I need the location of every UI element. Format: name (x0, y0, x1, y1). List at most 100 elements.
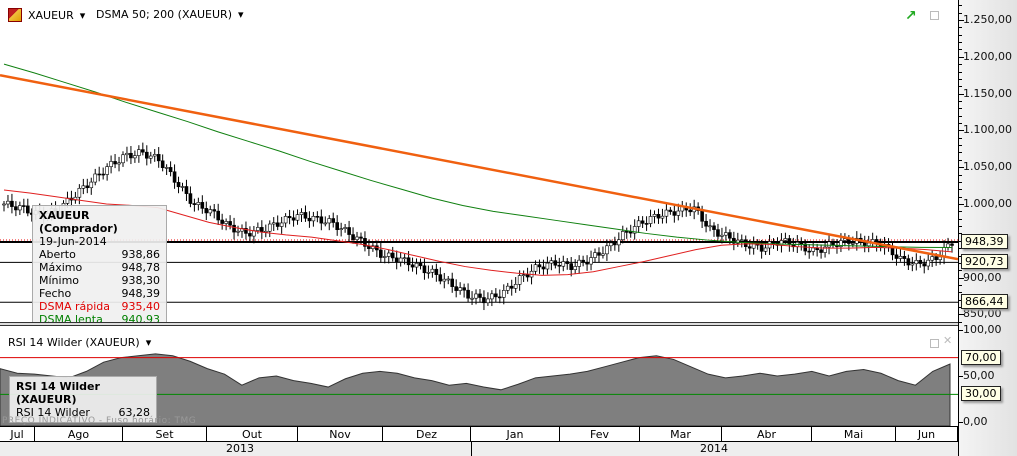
candle (220, 219, 224, 224)
candle (113, 161, 117, 165)
candle (275, 222, 280, 227)
candle (525, 274, 530, 278)
close-icon[interactable]: ✕ (943, 334, 953, 347)
candle (101, 173, 105, 176)
candle (14, 206, 18, 211)
candle (137, 149, 141, 156)
candle (620, 231, 625, 241)
rsi-tooltip-label: RSI 14 Wilder (16, 406, 90, 419)
tooltip-row: Máximo 948,78 (39, 261, 160, 274)
price-tick: 1.100,00 (963, 123, 1012, 137)
price-chart[interactable]: XAUEUR ▾ DSMA 50; 200 (XAUEUR) ▾ ↗ XAUEU… (0, 0, 958, 323)
candle (700, 210, 704, 222)
candle (141, 149, 145, 153)
candle (406, 257, 411, 266)
candle (244, 228, 248, 234)
candle (581, 259, 585, 263)
candle (450, 278, 455, 287)
candle (688, 209, 693, 213)
indicator-selector[interactable]: DSMA 50; 200 (XAUEUR) ▾ (96, 8, 244, 21)
candle (652, 214, 657, 217)
candle (644, 223, 649, 225)
candle (537, 264, 542, 268)
candle (97, 173, 101, 176)
candle (363, 238, 367, 247)
candle (212, 209, 217, 212)
candle (934, 256, 938, 260)
candle (561, 261, 566, 267)
candle (188, 193, 193, 204)
rsi-tooltip-value: 63,28 (118, 406, 151, 419)
tooltip-title: XAUEUR (Comprador) (39, 209, 118, 235)
candle (148, 155, 153, 159)
candle (763, 247, 768, 252)
candle (613, 242, 617, 246)
candle (474, 293, 478, 299)
candle (196, 202, 201, 205)
candle (176, 182, 181, 188)
tooltip-row: DSMA rápida 935,40 (39, 300, 160, 313)
candle (125, 152, 129, 156)
candle (184, 186, 189, 194)
candle (133, 155, 137, 159)
candle (18, 205, 22, 211)
candle (458, 287, 462, 291)
maximize-icon[interactable] (930, 339, 939, 348)
candle (303, 212, 308, 219)
candle (660, 215, 665, 219)
candle (950, 243, 954, 246)
candle (323, 222, 328, 225)
candle (743, 239, 748, 247)
rsi-tick: 50,00 (963, 369, 995, 382)
symbol-selector[interactable]: XAUEUR ▾ (8, 8, 85, 22)
candle (160, 160, 165, 168)
candle (926, 259, 931, 267)
candle (224, 221, 228, 224)
month-label: Jul (0, 427, 35, 442)
candle (418, 262, 423, 267)
rsi-selector[interactable]: RSI 14 Wilder (XAUEUR) ▾ (8, 336, 151, 349)
rsi-area (0, 353, 951, 426)
candle (716, 229, 720, 237)
indicator-label: DSMA 50; 200 (XAUEUR) (96, 8, 232, 21)
candle (85, 185, 90, 189)
candle (232, 224, 236, 233)
price-tooltip: XAUEUR (Comprador) 19-Jun-2014 Aberto 938… (32, 205, 167, 323)
candle (732, 237, 736, 244)
candle (77, 188, 82, 198)
month-label: Dez (383, 427, 471, 442)
candle (454, 286, 458, 291)
candle (569, 263, 574, 270)
candle (256, 227, 260, 231)
candle (494, 293, 498, 298)
candle (787, 238, 792, 245)
candle (509, 285, 514, 289)
dropdown-arrow-icon: ▾ (145, 336, 152, 349)
candle (811, 247, 815, 252)
panel-splitter[interactable] (0, 322, 1017, 326)
price-axis[interactable]: 1.250,00 1.200,00 1.150,00 1.100,00 1.050,00… (958, 0, 1017, 456)
price-label: 920,73 (961, 254, 1008, 270)
tooltip-row-label: DSMA lenta (39, 313, 103, 323)
candle (25, 205, 30, 214)
time-axis[interactable]: Jul Ago Set Out Nov Dez Jan Fev Mar Abr Mai Jun (0, 426, 958, 442)
month-label: Jan (471, 427, 560, 442)
maximize-icon[interactable] (930, 11, 939, 20)
candle (918, 260, 923, 264)
month-label: Mai (812, 427, 896, 442)
rsi-chart[interactable]: RSI 14 Wilder (XAUEUR) ▾ ✕ RSI 14 Wilder … (0, 326, 958, 426)
month-label: Set (123, 427, 207, 442)
candle (501, 290, 506, 298)
symbol-label: XAUEUR (28, 8, 74, 22)
tooltip-row-value: 938,86 (121, 248, 161, 261)
tooltip-row-value: 938,30 (121, 274, 161, 287)
trend-icon[interactable]: ↗ (905, 8, 917, 24)
candle (553, 260, 558, 266)
candle (708, 225, 712, 228)
tooltip-date: 19-Jun-2014 (39, 235, 107, 248)
rsi-level-label: 30,00 (961, 386, 1001, 402)
candle (517, 275, 522, 285)
price-label: 866,44 (961, 294, 1008, 310)
candle (759, 244, 764, 252)
candle (851, 243, 855, 245)
